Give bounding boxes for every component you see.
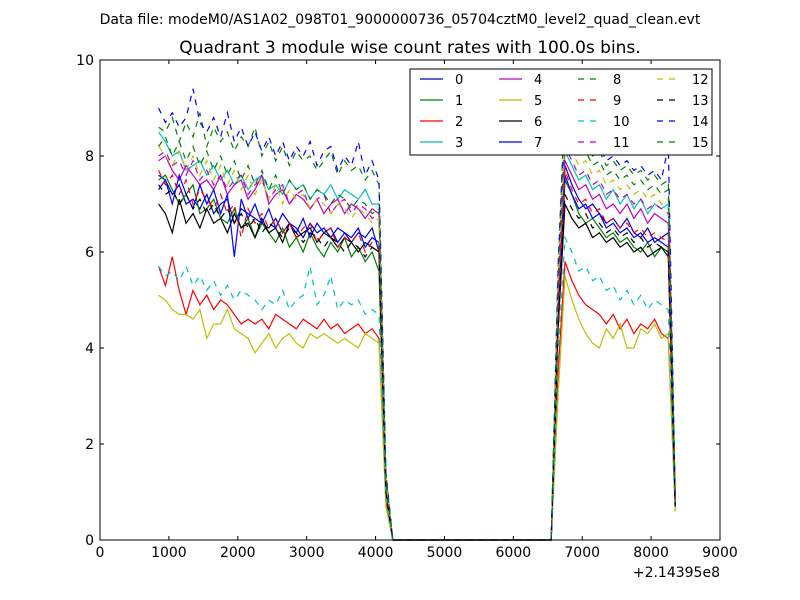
axes-frame [99,59,721,541]
legend-label-13: 13 [692,94,709,109]
legend-label-2: 2 [455,115,463,130]
y-tick-label: 0 [85,533,94,549]
x-tick-label: 3000 [289,545,325,561]
series-line-15 [158,126,676,541]
x-tick-label: 9000 [702,545,738,561]
legend-label-12: 12 [692,73,709,88]
legend-label-7: 7 [534,136,542,151]
legend-label-0: 0 [455,73,463,88]
legend-label-9: 9 [613,94,621,109]
x-tick-label: 0 [96,545,105,561]
legend-label-14: 14 [692,115,709,130]
x-tick-label: 4000 [358,545,394,561]
y-tick-label: 8 [85,149,94,165]
x-tick-label: 6000 [496,545,532,561]
figure-suptitle: Data file: modeM0/AS1A02_098T01_90000007… [100,12,701,28]
y-tick-label: 2 [85,437,94,453]
legend-box [409,68,713,156]
x-tick-label: 1000 [151,545,187,561]
legend-label-3: 3 [455,136,463,151]
x-tick-label: 7000 [564,545,600,561]
y-tick-label: 6 [85,245,94,261]
axis-ticks: 0 1000 2000 3000 4000 5000 6000 7000 8000 9000 0 2 4… [76,53,738,561]
y-tick-label: 10 [76,53,94,69]
legend-label-6: 6 [534,115,542,130]
chart-title: Quadrant 3 module wise count rates with … [179,38,640,58]
legend-label-10: 10 [613,115,630,130]
legend-label-15: 15 [692,136,709,151]
series-line-10 [158,235,676,541]
series-line-9 [158,170,676,541]
x-offset-label: +2.14395e8 [633,565,720,581]
legend-label-1: 1 [455,94,463,109]
x-tick-label: 2000 [220,545,256,561]
legend-label-5: 5 [534,94,542,109]
legend-label-8: 8 [613,73,621,88]
x-tick-label: 8000 [633,545,669,561]
legend-label-11: 11 [613,136,630,151]
y-tick-label: 4 [85,341,94,357]
legend-label-4: 4 [534,73,542,88]
x-tick-label: 5000 [427,545,463,561]
